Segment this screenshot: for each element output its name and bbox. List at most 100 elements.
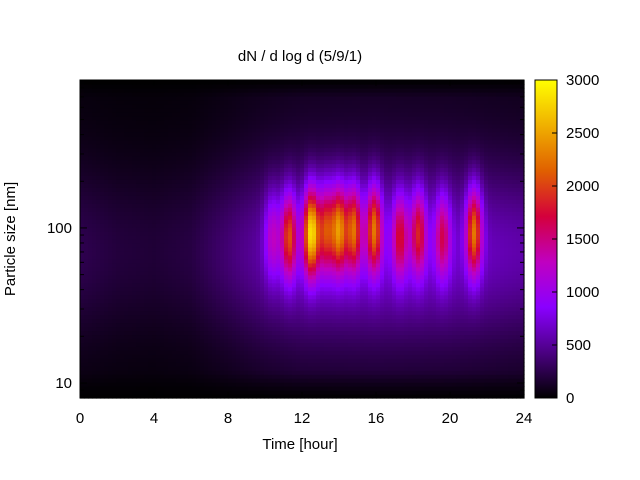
heatmap-cell	[332, 223, 337, 228]
heatmap-cell	[476, 374, 481, 379]
heatmap-cell	[112, 366, 117, 371]
heatmap-cell	[480, 310, 485, 316]
heatmap-cell	[424, 278, 429, 284]
heatmap-cell	[192, 394, 197, 399]
heatmap-cell	[164, 219, 169, 224]
heatmap-cell	[388, 266, 393, 272]
heatmap-cell	[480, 354, 485, 359]
heatmap-cell	[112, 338, 117, 343]
heatmap-cell	[152, 235, 157, 240]
heatmap-cell	[516, 231, 521, 236]
heatmap-cell	[500, 294, 505, 300]
heatmap-cell	[400, 370, 405, 375]
heatmap-cell	[504, 219, 509, 224]
heatmap-cell	[508, 258, 513, 264]
heatmap-cell	[252, 274, 257, 280]
heatmap-cell	[120, 290, 125, 296]
heatmap-cell	[376, 326, 381, 332]
heatmap-cell	[160, 358, 165, 363]
heatmap-cell	[312, 386, 317, 391]
heatmap-cell	[220, 242, 225, 248]
heatmap-cell	[480, 227, 485, 232]
heatmap-cell	[388, 278, 393, 284]
heatmap-cell	[456, 286, 461, 292]
heatmap-cell	[520, 374, 525, 379]
heatmap-cell	[504, 274, 509, 280]
heatmap-cell	[440, 326, 445, 332]
heatmap-cell	[176, 250, 181, 256]
heatmap-cell	[312, 370, 317, 375]
heatmap-cell	[136, 254, 141, 260]
heatmap-cell	[144, 358, 149, 363]
heatmap-cell	[424, 390, 429, 395]
heatmap-cell	[384, 282, 389, 288]
heatmap-cell	[252, 338, 257, 343]
heatmap-cell	[496, 386, 501, 391]
heatmap-cell	[504, 394, 509, 399]
heatmap-cell	[340, 290, 345, 296]
heatmap-cell	[148, 310, 153, 316]
heatmap-cell	[252, 378, 257, 383]
heatmap-cell	[348, 318, 353, 324]
heatmap-cell	[304, 286, 309, 292]
heatmap-cell	[448, 322, 453, 328]
heatmap-cell	[236, 334, 241, 339]
heatmap-cell	[196, 219, 201, 224]
heatmap-cell	[276, 254, 281, 260]
heatmap-cell	[500, 322, 505, 328]
heatmap-cell	[484, 270, 489, 276]
heatmap-cell	[500, 382, 505, 387]
heatmap-cell	[364, 250, 369, 256]
heatmap-cell	[348, 306, 353, 312]
heatmap-cell	[288, 358, 293, 363]
heatmap-cell	[472, 338, 477, 343]
heatmap-cell	[284, 354, 289, 359]
heatmap-cell	[308, 306, 313, 312]
heatmap-cell	[460, 219, 465, 224]
heatmap-cell	[412, 342, 417, 347]
heatmap-cell	[160, 262, 165, 268]
heatmap-cell	[240, 330, 245, 336]
heatmap-cell	[356, 310, 361, 316]
heatmap-cell	[348, 219, 353, 224]
heatmap-cell	[432, 362, 437, 367]
heatmap-cell	[516, 358, 521, 363]
heatmap-cell	[364, 338, 369, 343]
heatmap-cell	[448, 250, 453, 256]
heatmap-cell	[440, 223, 445, 228]
heatmap-cell	[440, 306, 445, 312]
heatmap-cell	[384, 250, 389, 256]
heatmap-cell	[272, 298, 277, 304]
heatmap-cell	[480, 314, 485, 320]
heatmap-cell	[320, 370, 325, 375]
heatmap-cell	[132, 239, 137, 244]
heatmap-cell	[392, 370, 397, 375]
heatmap-cell	[248, 326, 253, 332]
heatmap-cell	[504, 342, 509, 347]
heatmap-cell	[196, 266, 201, 272]
heatmap-cell	[512, 390, 517, 395]
heatmap-cell	[320, 334, 325, 339]
heatmap-cell	[284, 366, 289, 371]
heatmap-cell	[184, 342, 189, 347]
heatmap-cell	[224, 346, 229, 351]
heatmap-cell	[160, 338, 165, 343]
heatmap-cell	[328, 394, 333, 399]
heatmap-cell	[436, 318, 441, 324]
heatmap-cell	[468, 262, 473, 268]
heatmap-cell	[292, 290, 297, 296]
heatmap-cell	[176, 223, 181, 228]
heatmap-cell	[276, 386, 281, 391]
heatmap-cell	[324, 350, 329, 355]
heatmap-cell	[340, 358, 345, 363]
heatmap-cell	[100, 290, 105, 296]
heatmap-cell	[336, 262, 341, 268]
heatmap-cell	[116, 310, 121, 316]
heatmap-cell	[300, 274, 305, 280]
heatmap-cell	[284, 282, 289, 288]
heatmap-cell	[112, 231, 117, 236]
heatmap-cell	[256, 219, 261, 224]
heatmap-cell	[144, 342, 149, 347]
heatmap-cell	[200, 322, 205, 328]
heatmap-cell	[168, 262, 173, 268]
